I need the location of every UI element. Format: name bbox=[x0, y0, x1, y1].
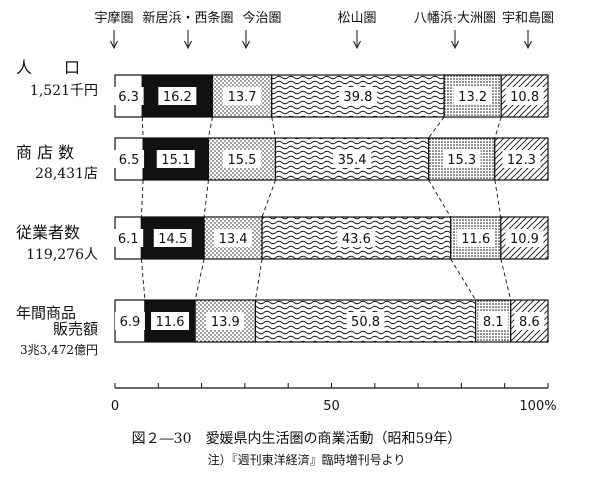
series-header-2: 新居浜・西条圏 bbox=[142, 10, 233, 26]
connector-line bbox=[207, 116, 213, 139]
segment-label-box bbox=[442, 150, 481, 168]
connector-line bbox=[141, 116, 144, 139]
segment-label-box bbox=[113, 229, 144, 247]
bar-segment-4-row-3 bbox=[261, 216, 452, 260]
arrow-head bbox=[353, 40, 361, 50]
category-label-1-line-2: 1,521千円 bbox=[30, 83, 98, 99]
x-tick-label: 0 bbox=[111, 399, 119, 414]
segment-label-3-row-1: 13.7 bbox=[228, 90, 257, 105]
segment-labels: 6.3 16.2 13.7 39.8 13.2 10.8 6.5 15.1 15.5 35.4 15… bbox=[113, 87, 545, 330]
segment-label-box bbox=[156, 150, 195, 168]
segment-label-5-row-4: 8.1 bbox=[483, 315, 504, 330]
series-header-6: 宇和島圏 bbox=[502, 11, 554, 26]
series-header-1: 宇摩圏 bbox=[94, 10, 133, 26]
segment-label-box bbox=[214, 229, 253, 247]
segment-label-box bbox=[502, 150, 541, 168]
segment-label-4-row-2: 35.4 bbox=[338, 153, 367, 168]
segment-label-box bbox=[514, 312, 545, 330]
arrow-head bbox=[524, 40, 532, 50]
segment-label-4-row-4: 50.8 bbox=[351, 315, 380, 330]
x-tick-label: 50 bbox=[323, 399, 340, 414]
segment-label-2-row-4: 11.6 bbox=[156, 315, 185, 330]
x-tick-label: 100% bbox=[519, 399, 556, 414]
segment-label-3-row-4: 13.9 bbox=[211, 315, 240, 330]
figure-note: 注）『週刊東洋経済』臨時増刊号より bbox=[207, 453, 406, 467]
segment-label-2-row-2: 15.1 bbox=[161, 153, 190, 168]
bars bbox=[114, 74, 549, 343]
connector-line bbox=[450, 258, 477, 301]
connector-line bbox=[271, 116, 276, 139]
segment-label-box bbox=[206, 312, 245, 330]
segment-label-6-row-3: 10.9 bbox=[510, 232, 539, 247]
segment-label-2-row-3: 14.5 bbox=[158, 232, 187, 247]
segment-label-4-row-3: 43.6 bbox=[342, 232, 371, 247]
category-label-1-line-1: 人 口 bbox=[16, 58, 80, 77]
segment-label-box bbox=[151, 312, 190, 330]
segment-label-6-row-2: 12.3 bbox=[507, 153, 536, 168]
series-header-5: 八幡浜·大洲圏 bbox=[414, 11, 496, 26]
x-axis: 0 50 100% bbox=[111, 383, 557, 414]
connector-line bbox=[140, 179, 144, 218]
figure-caption: 図２―30 愛媛県内生活圏の商業活動（昭和59年） bbox=[131, 431, 462, 447]
category-label-2-line-2: 28,431店 bbox=[35, 166, 98, 182]
segment-label-box bbox=[337, 229, 376, 247]
segment-label-box bbox=[478, 312, 509, 330]
segment-label-box bbox=[505, 87, 544, 105]
connector-line bbox=[261, 179, 276, 218]
connector-lines bbox=[140, 116, 512, 301]
segment-label-box bbox=[114, 150, 145, 168]
category-label-2-line-1: 商 店 数 bbox=[16, 143, 74, 162]
segment-label-box bbox=[223, 87, 262, 105]
segment-label-box bbox=[505, 229, 544, 247]
connector-line bbox=[428, 179, 452, 218]
series-header-3: 今治圏 bbox=[242, 10, 281, 26]
segment-label-box bbox=[158, 87, 197, 105]
segment-label-box bbox=[113, 87, 144, 105]
segment-label-box bbox=[346, 312, 385, 330]
segment-label-5-row-2: 15.3 bbox=[447, 153, 476, 168]
segment-label-5-row-3: 11.6 bbox=[461, 232, 490, 247]
segment-label-1-row-1: 6.3 bbox=[118, 90, 139, 105]
series-header-4: 松山圏 bbox=[337, 11, 376, 26]
category-label-3-line-1: 従業者数 bbox=[16, 223, 80, 242]
segment-label-box bbox=[153, 229, 192, 247]
segment-label-4-row-1: 39.8 bbox=[343, 90, 372, 105]
segment-label-1-row-4: 6.9 bbox=[120, 315, 141, 330]
series-header-labels: 宇摩圏 新居浜・西条圏 今治圏 松山圏 八幡浜·大洲圏 宇和島圏 bbox=[94, 10, 554, 50]
segment-label-6-row-1: 10.8 bbox=[510, 90, 539, 105]
arrow-head bbox=[451, 40, 459, 50]
segment-label-6-row-4: 8.6 bbox=[519, 315, 540, 330]
arrow-head bbox=[110, 40, 118, 50]
connector-line bbox=[428, 116, 445, 139]
segment-label-1-row-3: 6.1 bbox=[118, 232, 139, 247]
bar-segment-4-row-1 bbox=[271, 74, 445, 118]
segment-label-box bbox=[338, 87, 377, 105]
category-label-3-line-2: 119,276人 bbox=[26, 247, 98, 263]
segment-label-box bbox=[453, 87, 492, 105]
connector-line bbox=[194, 258, 205, 301]
segment-label-box bbox=[456, 229, 495, 247]
connector-line bbox=[140, 258, 146, 301]
connector-line bbox=[203, 179, 209, 218]
arrow-head bbox=[242, 40, 250, 50]
category-label-4-line-3: 3兆3,472億円 bbox=[20, 343, 98, 357]
segment-label-1-row-2: 6.5 bbox=[119, 153, 140, 168]
connector-line bbox=[254, 258, 263, 301]
segment-label-2-row-1: 16.2 bbox=[163, 90, 192, 105]
segment-label-3-row-3: 13.4 bbox=[219, 232, 248, 247]
segment-label-box bbox=[114, 312, 145, 330]
connector-line bbox=[494, 179, 502, 218]
connector-line bbox=[500, 258, 512, 301]
segment-label-5-row-1: 13.2 bbox=[458, 90, 487, 105]
arrow-head bbox=[184, 40, 192, 50]
category-label-4-line-2: 販売額 bbox=[53, 320, 98, 338]
connector-line bbox=[494, 116, 502, 139]
segment-label-box bbox=[222, 150, 261, 168]
segment-label-box bbox=[333, 150, 372, 168]
segment-label-3-row-2: 15.5 bbox=[227, 153, 256, 168]
category-label-4-line-1: 年間商品 bbox=[16, 304, 76, 322]
